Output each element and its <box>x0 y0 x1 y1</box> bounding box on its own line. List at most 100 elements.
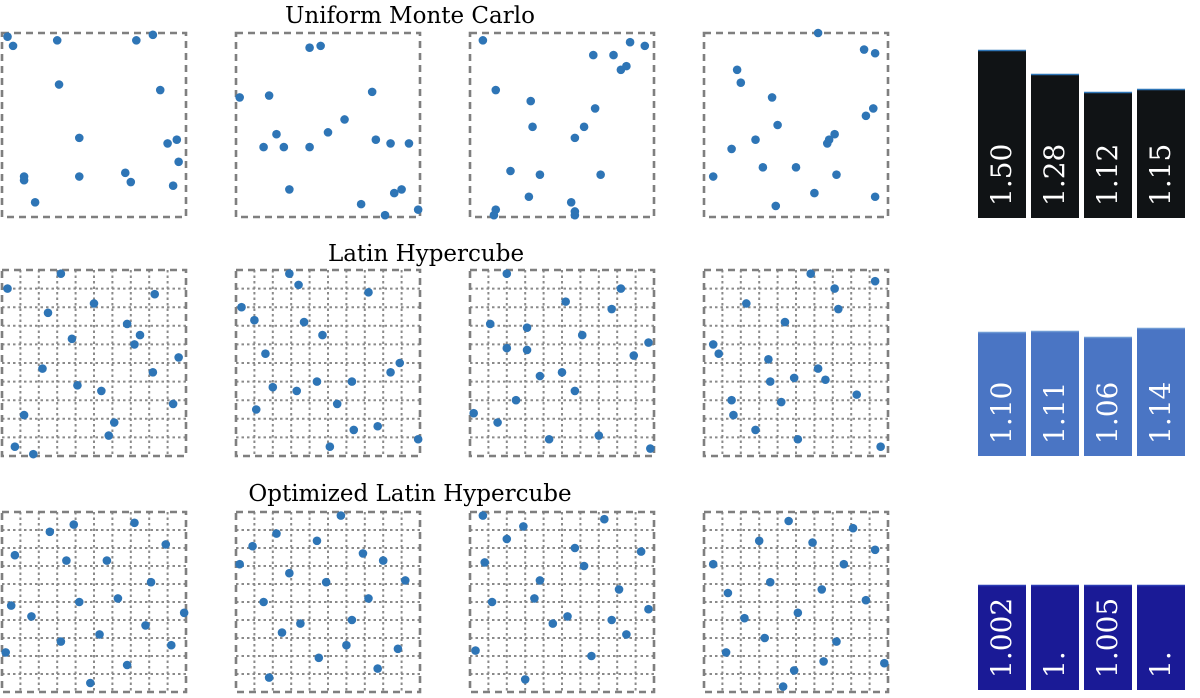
sample-point <box>163 139 172 148</box>
sample-point <box>471 646 480 655</box>
sample-point <box>736 78 746 87</box>
sample-point <box>292 386 302 396</box>
sample-point <box>732 65 742 75</box>
sample-point <box>168 399 178 409</box>
sample-point <box>520 675 530 684</box>
sample-point <box>371 135 381 145</box>
sample-point <box>832 637 841 646</box>
title-uniform-monte-carlo: Uniform Monte Carlo <box>285 3 535 29</box>
sample-point <box>358 549 368 558</box>
sample-point <box>789 666 799 675</box>
sample-point <box>251 405 261 414</box>
sample-point <box>721 648 731 657</box>
bar-lhs-4 <box>1137 328 1185 456</box>
sample-point <box>830 284 839 293</box>
sample-point <box>89 299 99 308</box>
sample-point <box>73 381 82 390</box>
sample-point <box>570 386 580 396</box>
sample-point <box>325 442 335 452</box>
sample-point <box>404 139 414 148</box>
sample-point <box>708 172 718 181</box>
bars-olhs: 1.002 1. 1.005 1. <box>978 584 1185 690</box>
sample-point <box>305 43 314 53</box>
sample-point <box>614 585 624 594</box>
sample-point <box>74 597 84 607</box>
sample-point <box>806 269 816 279</box>
sample-point <box>332 399 342 409</box>
sample-point <box>340 115 349 124</box>
sample-point <box>839 559 849 569</box>
bar-label-uniform-1: 1.50 <box>985 144 1018 206</box>
sample-point <box>312 377 322 386</box>
sample-point <box>646 444 655 453</box>
sample-point <box>172 135 182 145</box>
bar-label-olhs-2: 1. <box>1038 651 1071 678</box>
panel-lhs-4 <box>702 268 890 458</box>
sample-point <box>264 673 274 682</box>
panel-uniform-4 <box>702 28 890 219</box>
bar-label-uniform-4: 1.15 <box>1144 144 1177 206</box>
sample-point <box>640 41 650 51</box>
sample-point <box>522 345 532 355</box>
bars-uniform: 1.50 1.28 1.12 1.15 <box>978 49 1185 218</box>
sample-point <box>155 85 165 95</box>
panel-border <box>0 510 188 694</box>
sample-point <box>312 536 322 546</box>
sample-point <box>373 664 382 673</box>
sample-point <box>708 559 718 569</box>
sample-point <box>56 637 66 646</box>
sample-point <box>822 139 832 148</box>
sample-point <box>261 349 270 359</box>
sample-point <box>729 410 738 420</box>
sample-point <box>74 133 84 143</box>
sample-point <box>272 529 281 538</box>
panel-border <box>234 510 422 694</box>
sample-point <box>19 175 29 185</box>
sample-point <box>848 523 858 533</box>
sample-point <box>478 36 488 45</box>
sample-point <box>8 41 18 51</box>
bar-lhs-1 <box>978 332 1026 456</box>
sample-point <box>250 315 259 325</box>
sample-point <box>393 644 403 654</box>
sample-point <box>113 594 123 603</box>
bar-label-olhs-3: 1.005 <box>1091 598 1124 678</box>
sample-point <box>793 434 803 444</box>
sample-point <box>594 431 604 440</box>
sample-point <box>793 608 803 618</box>
sample-point <box>767 93 777 102</box>
panel-border <box>468 31 656 219</box>
panel-uniform-3 <box>468 31 656 220</box>
sample-point <box>126 177 136 187</box>
sample-point <box>104 431 114 440</box>
sample-point <box>607 304 616 314</box>
panel-border <box>702 31 890 219</box>
sample-point <box>810 188 819 198</box>
bars-lhs: 1.10 1.11 1.06 1.14 <box>978 327 1185 456</box>
sample-point <box>535 170 545 179</box>
sample-point <box>590 104 600 113</box>
sample-point <box>502 534 512 544</box>
sample-point <box>259 597 268 607</box>
sample-point <box>760 633 770 643</box>
title-optimized-latin-hypercube: Optimized Latin Hypercube <box>248 481 571 507</box>
sample-point <box>751 425 760 435</box>
bar-label-lhs-3: 1.06 <box>1091 382 1124 444</box>
sample-point <box>636 547 646 556</box>
sample-point <box>861 111 871 121</box>
panel-olhs-1 <box>0 510 189 694</box>
sample-point <box>596 170 605 179</box>
bar-olhs-4 <box>1137 585 1185 690</box>
sample-point <box>776 397 786 407</box>
sample-point <box>378 556 388 565</box>
sample-point <box>364 288 373 297</box>
sample-point <box>870 48 880 58</box>
panel-olhs-2 <box>234 510 422 694</box>
sample-point <box>714 349 724 359</box>
sample-point <box>168 181 178 191</box>
sample-point <box>336 511 346 520</box>
sample-point <box>347 377 357 386</box>
sample-point <box>6 601 16 610</box>
sample-point <box>522 323 532 332</box>
sample-point <box>130 340 139 349</box>
